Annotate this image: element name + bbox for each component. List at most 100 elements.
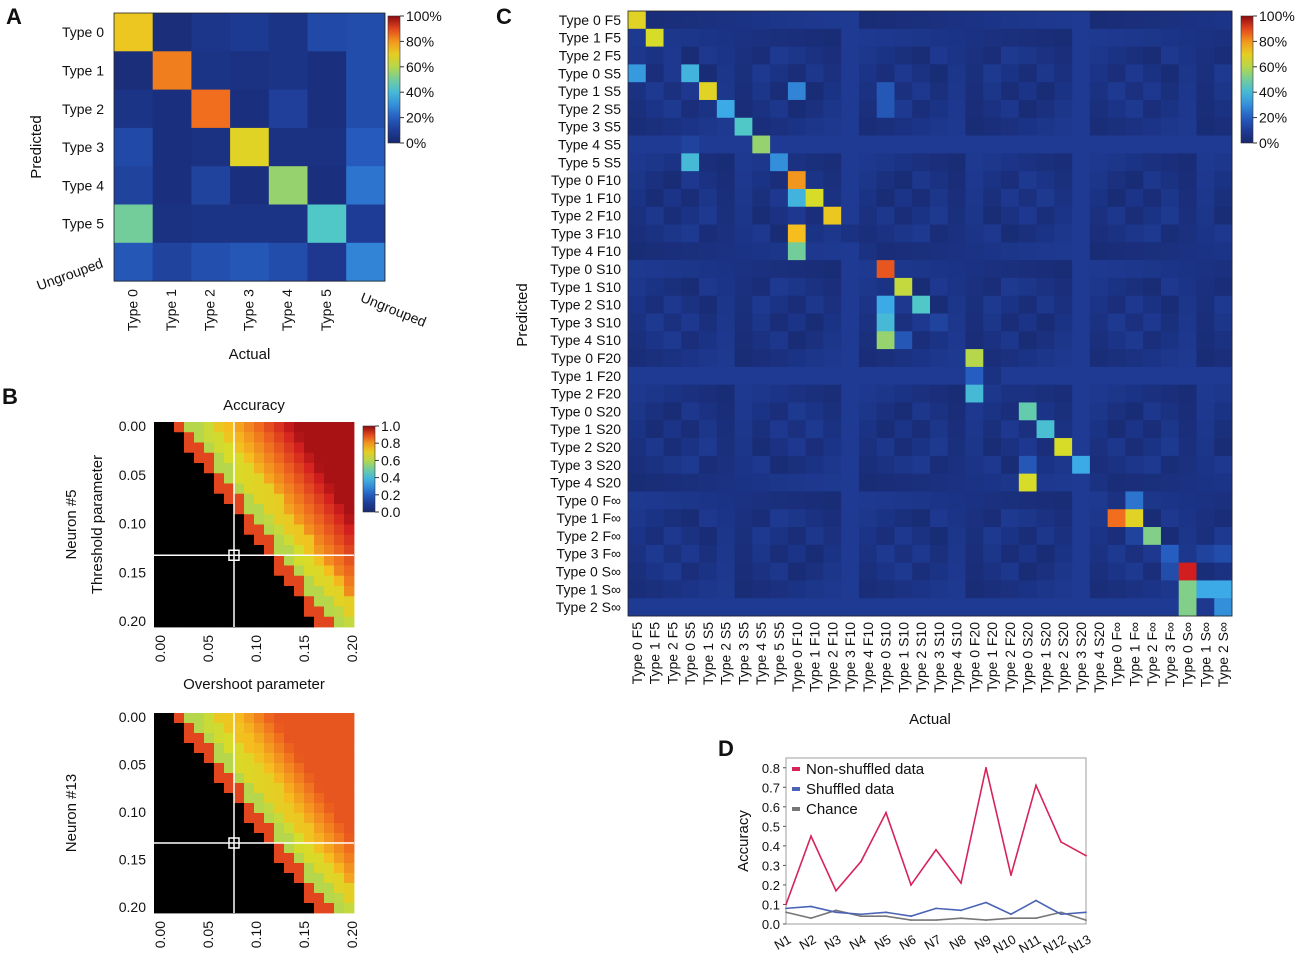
panel-c-cell	[1089, 420, 1109, 439]
panel-b-colorbar-label: 0.4	[381, 470, 401, 486]
panel-c-cell	[1107, 562, 1126, 581]
panel-b-map-cell	[324, 903, 335, 914]
panel-b-map-cell	[294, 432, 305, 443]
panel-b-map-cell	[204, 483, 215, 495]
panel-b-map-cell	[184, 514, 195, 525]
panel-c-cell	[734, 11, 753, 30]
panel-c-cell	[947, 117, 966, 136]
panel-b-map-cell	[214, 555, 225, 566]
panel-b-map-cell	[194, 733, 205, 744]
panel-b-map-cell	[174, 452, 185, 464]
panel-c-cell	[894, 64, 913, 83]
panel-b-map-cell	[234, 616, 245, 628]
panel-c-cell	[823, 206, 842, 225]
panel-c-cell	[628, 188, 647, 208]
panel-c-cell	[1143, 402, 1162, 421]
panel-b-map-cell	[244, 473, 255, 484]
panel-b-map-cell	[154, 873, 165, 884]
panel-c-cell	[947, 438, 966, 457]
panel-c-cell	[1054, 331, 1073, 350]
panel-b-map-cell	[264, 793, 275, 804]
panel-b-map-cell	[264, 534, 275, 546]
panel-b-map-cell	[304, 524, 315, 536]
panel-c-cell	[1214, 455, 1233, 475]
panel-c-cell	[1107, 28, 1126, 47]
panel-c-cell	[983, 420, 1002, 439]
panel-c-cell	[858, 509, 878, 528]
panel-c-cell	[1178, 420, 1197, 439]
panel-c-x-tick-label: Type 1 S10	[895, 622, 911, 693]
panel-b-map-cell	[284, 883, 295, 894]
panel-c-cell	[681, 224, 700, 243]
panel-c-cell	[734, 153, 753, 172]
panel-b-map-cell	[344, 596, 355, 607]
panel-c-cell	[1160, 82, 1180, 101]
panel-c-cell	[681, 171, 700, 190]
panel-c-cell	[645, 580, 664, 599]
panel-c-cell	[858, 188, 878, 208]
panel-c-cell	[1196, 117, 1215, 136]
panel-d-y-tick-label: 0.7	[762, 780, 780, 795]
panel-b-map-cell	[294, 545, 305, 556]
panel-c-cell	[1178, 82, 1197, 101]
panel-c-cell	[1214, 206, 1233, 225]
panel-c-cell	[823, 295, 842, 314]
panel-b-map-cell	[304, 575, 315, 587]
panel-c-cell	[1089, 562, 1109, 581]
panel-c-cell	[628, 28, 647, 47]
panel-b-map-cell	[174, 545, 185, 556]
panel-b-map-cell	[324, 524, 335, 536]
panel-b-map-cell	[244, 883, 255, 894]
panel-a-cell	[191, 89, 231, 129]
panel-b-map-cell	[294, 575, 305, 587]
panel-c-cell	[1054, 455, 1073, 475]
panel-b-map-cell	[164, 903, 175, 914]
panel-b-y-tick-label: 0.05	[119, 467, 146, 483]
panel-b-map-cell	[344, 575, 355, 587]
panel-c-cell	[894, 242, 913, 261]
panel-c-cell	[645, 313, 664, 332]
panel-c-cell	[912, 384, 931, 403]
panel-c-cell	[1018, 527, 1037, 546]
panel-b-map-cell	[234, 733, 245, 744]
panel-c-cell	[1018, 28, 1037, 47]
panel-b-map-cell	[234, 504, 245, 515]
panel-c-cell	[716, 46, 735, 65]
panel-c-cell	[1036, 188, 1055, 208]
panel-b-map-cell	[154, 442, 165, 454]
panel-b-map-cell	[224, 853, 235, 864]
panel-b-map-cell	[164, 575, 175, 587]
panel-b-map-cell	[204, 555, 215, 566]
panel-label-b: B	[2, 384, 18, 409]
panel-b-map-cell	[324, 586, 335, 597]
panel-d-y-tick-label: 0.6	[762, 800, 780, 815]
panel-c-cell	[716, 420, 735, 439]
panel-c-x-tick-label: Type 1 F20	[984, 622, 1000, 692]
panel-c-cell	[699, 366, 718, 386]
panel-c-x-tick-label: Type 5 S5	[771, 622, 787, 685]
panel-b-map-cell	[184, 853, 195, 864]
panel-c-cell	[1018, 153, 1037, 172]
panel-c-cell	[1125, 153, 1144, 172]
panel-b-colorbar-label: 0.0	[381, 504, 401, 520]
panel-c-cell	[1143, 544, 1162, 564]
panel-b-map-cell	[254, 545, 265, 556]
panel-b-map-cell	[274, 843, 285, 854]
panel-a-cell	[307, 89, 347, 129]
panel-c-cell	[1143, 242, 1162, 261]
panel-b-map-cell	[204, 753, 215, 764]
panel-b-map-cell	[344, 545, 355, 556]
panel-c-cell	[1054, 509, 1073, 528]
panel-b-map-cell	[294, 534, 305, 546]
panel-c-cell	[841, 206, 860, 225]
panel-d-data-point	[910, 919, 912, 921]
panel-c-cell	[1160, 491, 1180, 510]
panel-b-map-cell	[194, 803, 205, 814]
panel-c-cell	[645, 242, 664, 261]
panel-c-cell	[681, 438, 700, 457]
panel-a-cell	[114, 127, 154, 167]
panel-c-cell	[965, 277, 984, 297]
panel-b-map-cell	[194, 823, 205, 834]
panel-b-map-cell	[214, 483, 225, 495]
panel-c-cell	[699, 295, 718, 314]
